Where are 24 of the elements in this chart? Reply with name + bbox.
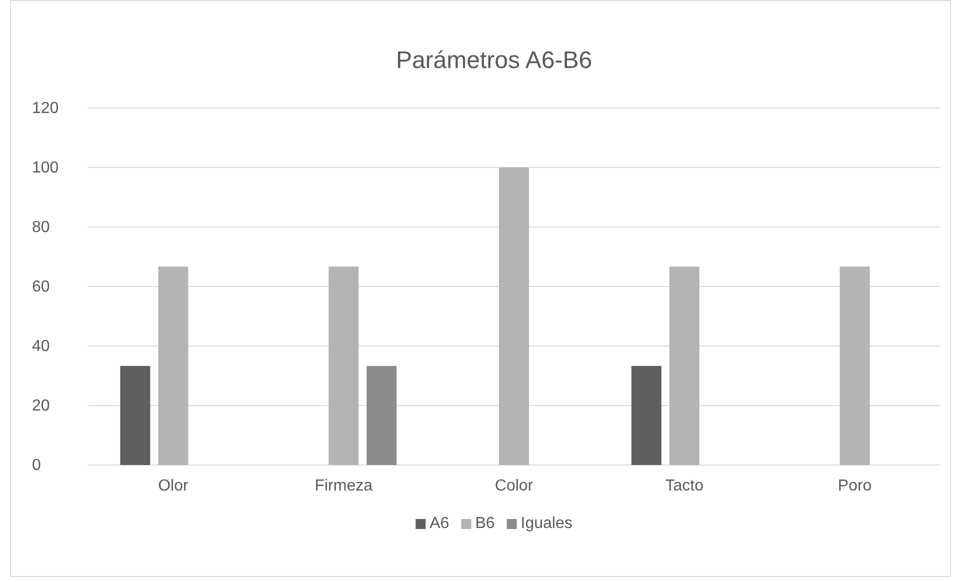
bar (158, 266, 188, 465)
y-tick-label: 0 (32, 457, 41, 474)
bar (366, 366, 397, 465)
x-tick-label: Tacto (665, 477, 704, 494)
bar (499, 168, 529, 465)
legend-label: Iguales (520, 515, 572, 532)
y-tick-label: 60 (32, 278, 50, 296)
y-tick-label: 40 (32, 338, 50, 356)
legend-label: B6 (475, 515, 495, 532)
bar (631, 366, 662, 465)
chart-title: Parámetros A6-B6 (396, 47, 592, 74)
y-tick-label: 100 (32, 160, 59, 177)
x-tick-label: Firmeza (314, 477, 373, 494)
x-tick-label: Poro (838, 477, 872, 494)
bar (669, 266, 700, 465)
y-tick-label: 80 (32, 219, 50, 236)
y-tick-label: 120 (32, 100, 59, 118)
bar (328, 266, 359, 465)
x-tick-label: Olor (158, 477, 189, 494)
bar (840, 266, 870, 465)
x-tick-label: Color (494, 477, 534, 494)
legend-label: A6 (430, 515, 450, 532)
y-tick-label: 20 (32, 398, 50, 415)
bar (120, 366, 150, 465)
